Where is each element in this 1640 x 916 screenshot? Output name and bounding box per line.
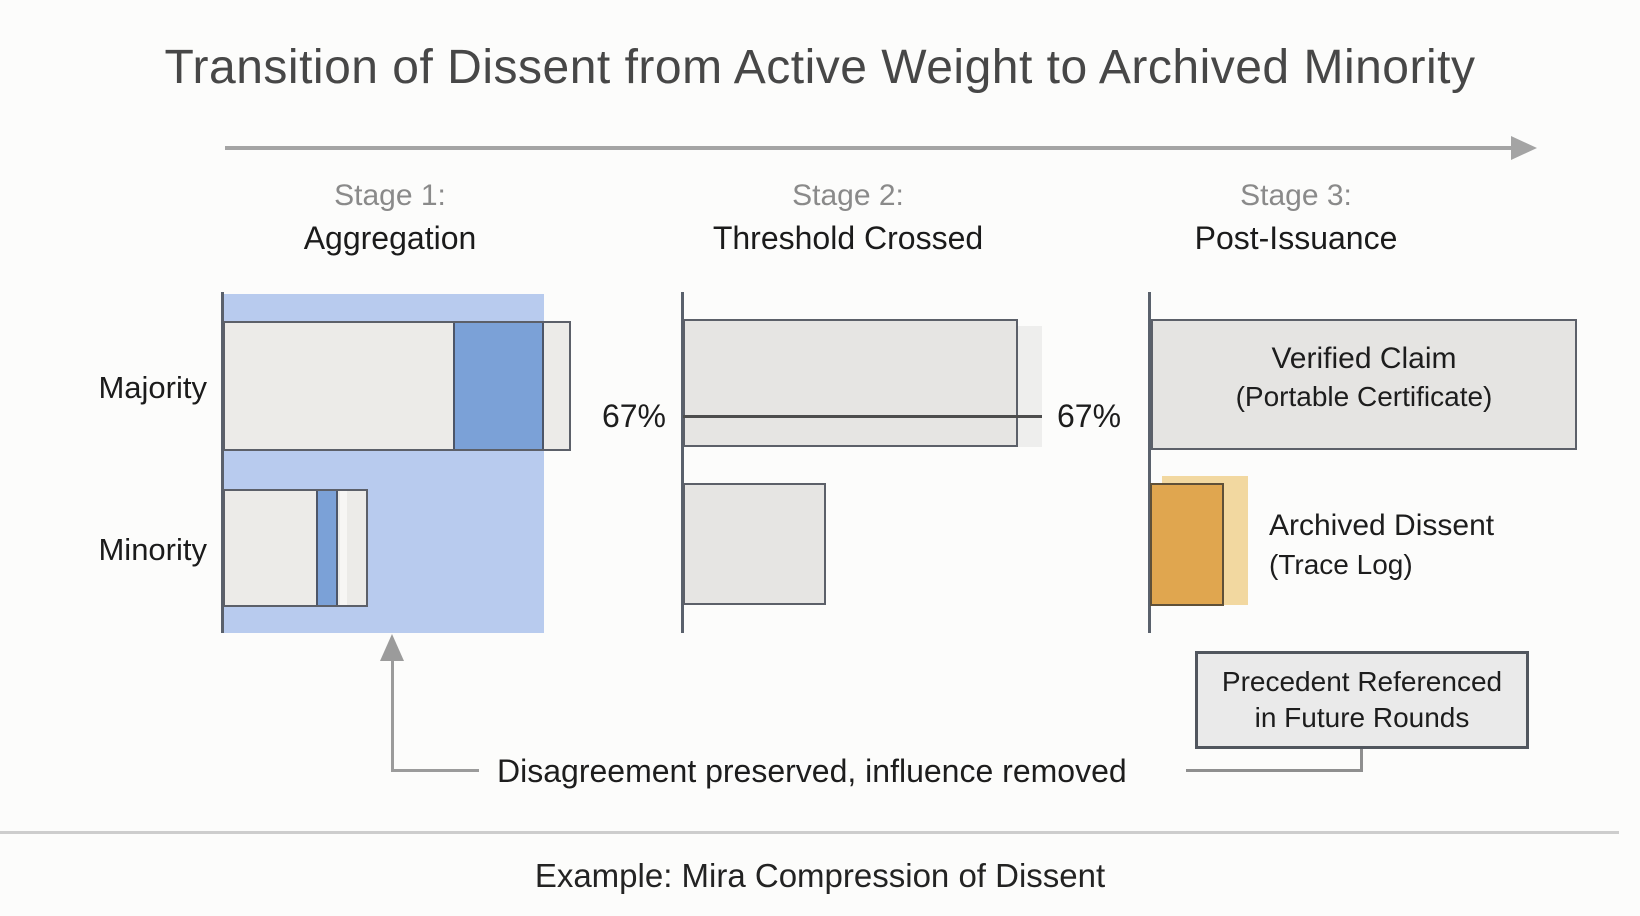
timeline-arrow-shaft — [225, 146, 1513, 150]
precedent-box: Precedent Referenced in Future Rounds — [1195, 651, 1529, 749]
stage2-majority-bar — [683, 319, 1018, 447]
archived-dissent-subtitle: (Trace Log) — [1269, 549, 1413, 580]
precedent-connector-horizontal — [1186, 769, 1363, 772]
annotation-text: Disagreement preserved, influence remove… — [497, 753, 1127, 789]
stage2-minority-bar — [683, 483, 826, 605]
precedent-line2: in Future Rounds — [1254, 702, 1470, 733]
verified-claim-subtitle: (Portable Certificate) — [1235, 381, 1493, 412]
stage3-header: Stage 3: Post-Issuance — [1066, 176, 1526, 260]
threshold-label-right: 67% — [1057, 398, 1122, 434]
precedent-connector-vertical — [1360, 749, 1363, 772]
caption-text: Example: Mira Compression of Dissent — [534, 857, 1106, 894]
stage1-minority-white-stripe — [340, 491, 347, 605]
annotation-connector — [391, 769, 479, 772]
footer-divider — [0, 831, 1619, 834]
stage1-majority-blue-segment — [453, 323, 544, 449]
stage1-label: Stage 1: — [334, 179, 446, 212]
archived-dissent-title: Archived Dissent — [1269, 509, 1495, 542]
right-arrow-icon — [1511, 136, 1537, 160]
stage1-axis-line — [221, 292, 224, 633]
archived-dissent-box — [1150, 483, 1224, 606]
stage2-axis-line — [681, 292, 684, 633]
verified-claim-bar: Verified Claim (Portable Certificate) — [1151, 319, 1577, 450]
stage1-sublabel: Aggregation — [303, 220, 477, 256]
threshold-label-left: 67% — [601, 398, 666, 434]
up-arrow-icon — [380, 634, 404, 661]
majority-row-label: Majority — [98, 370, 207, 405]
stage2-removed-influence-ghost — [1018, 326, 1042, 447]
page-title: Transition of Dissent from Active Weight… — [164, 41, 1476, 94]
stage1-header: Stage 1: Aggregation — [160, 176, 620, 260]
stage3-axis-line — [1148, 292, 1151, 633]
verified-claim-title: Verified Claim — [1271, 342, 1457, 375]
stage3-label: Stage 3: — [1240, 179, 1352, 212]
stage2-sublabel: Threshold Crossed — [712, 220, 984, 256]
stage3-sublabel: Post-Issuance — [1194, 220, 1398, 256]
precedent-line1: Precedent Referenced — [1221, 666, 1503, 697]
threshold-line — [683, 415, 1042, 418]
stage1-minority-blue-stripe — [316, 491, 338, 605]
stage2-label: Stage 2: — [792, 179, 904, 212]
minority-row-label: Minority — [98, 532, 207, 567]
stage2-header: Stage 2: Threshold Crossed — [618, 176, 1078, 260]
annotation-arrow-shaft — [391, 659, 394, 772]
